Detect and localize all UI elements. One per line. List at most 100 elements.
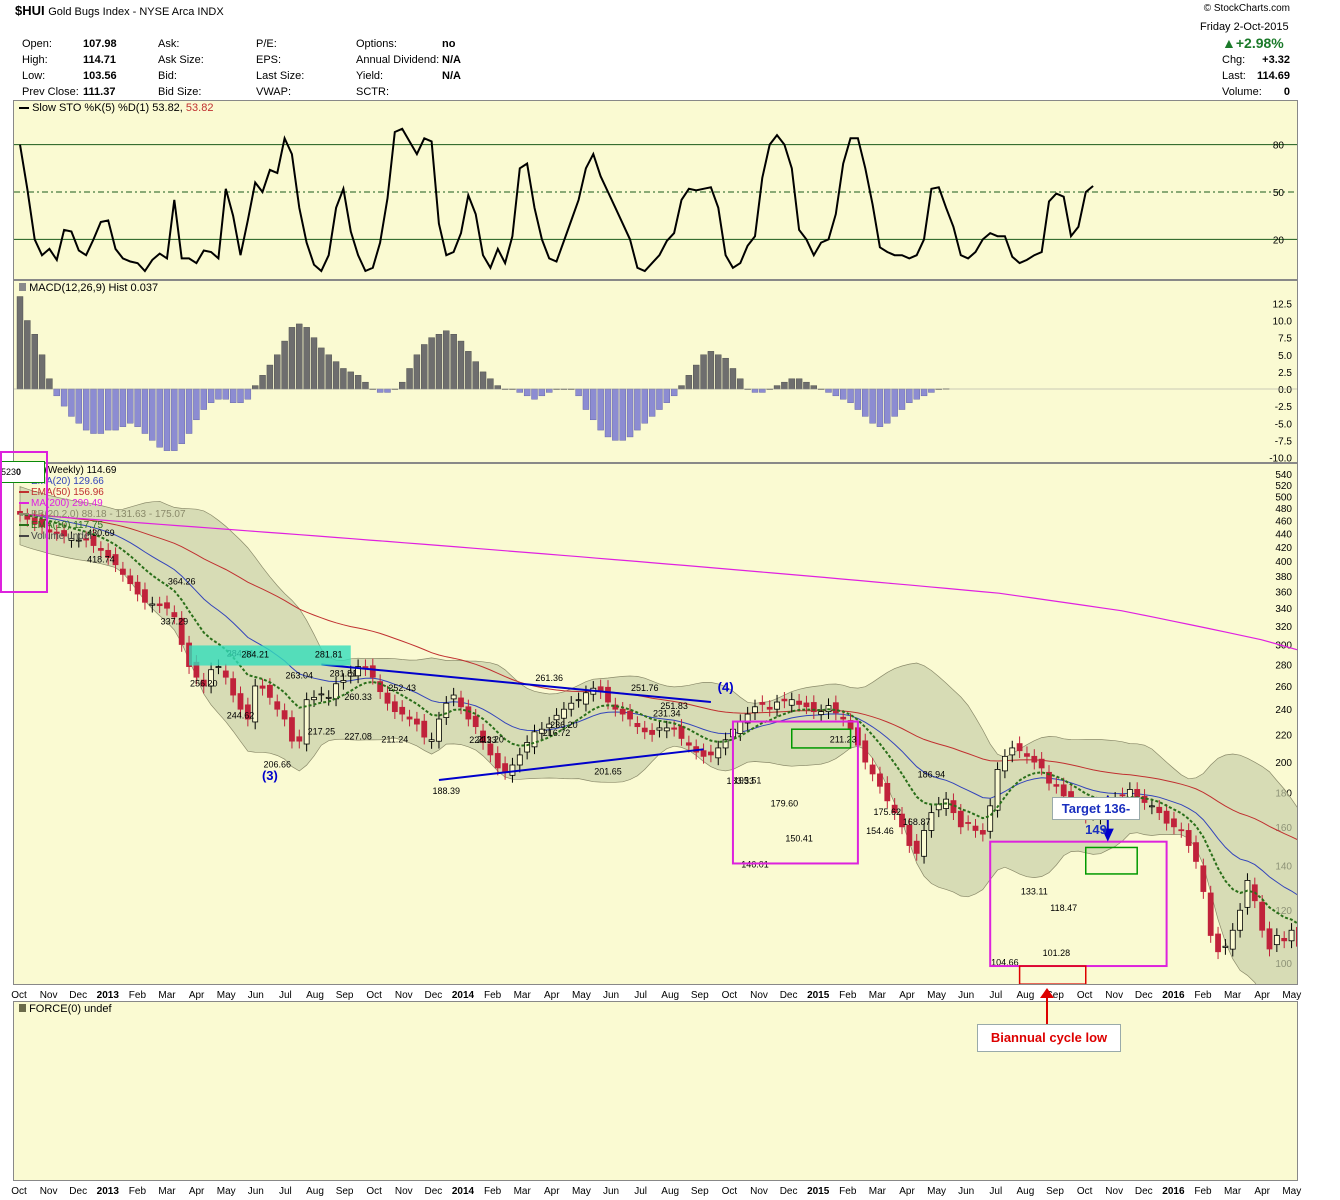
- quote-label: Prev Close:: [22, 86, 79, 98]
- candle-body: [531, 731, 538, 748]
- macd-hist-bar: [575, 388, 582, 397]
- x-tick-label: Oct: [1077, 1186, 1093, 1197]
- quote-label: VWAP:: [256, 86, 292, 98]
- candle-body: [546, 723, 553, 729]
- macd-hist-bar: [24, 320, 31, 390]
- macd-hist-bar: [421, 344, 428, 390]
- x-tick-label: Nov: [40, 990, 58, 1001]
- y-tick-label: 5.0: [1278, 351, 1292, 362]
- candle-body: [325, 696, 332, 699]
- macd-hist-bar: [773, 385, 781, 390]
- upper-trendline: [321, 663, 711, 704]
- x-tick-label: Mar: [514, 990, 532, 1001]
- x-tick-label: Sep: [336, 990, 354, 1001]
- y-tick-label: -2.5: [1275, 402, 1293, 413]
- y-tick-label: 420: [1275, 543, 1292, 554]
- macd-hist-bar: [68, 388, 75, 417]
- candle-body: [605, 686, 611, 703]
- candle-body: [134, 581, 141, 595]
- wave4-label: (4): [718, 680, 734, 695]
- price-label: 133.11: [1021, 886, 1048, 896]
- quote-label: Ask:: [158, 38, 180, 50]
- candle-body: [340, 680, 347, 683]
- resistance-zone: [189, 645, 351, 666]
- candle-body: [399, 706, 406, 715]
- candle-body: [1031, 755, 1038, 763]
- candle-body: [774, 701, 780, 710]
- x-tick-label: Dec: [1135, 1186, 1153, 1197]
- quote-label: Yield:: [356, 70, 384, 82]
- candle-body: [1259, 901, 1266, 931]
- x-tick-label: Jul: [634, 1186, 647, 1197]
- y-tick-label: 50: [1273, 188, 1285, 199]
- x-tick-label: May: [927, 1186, 946, 1197]
- price-label: 186.94: [918, 770, 946, 780]
- candle-body: [347, 672, 354, 677]
- peak-box: [791, 728, 852, 749]
- ema50-line: [19, 513, 1297, 841]
- macd-hist-bar: [582, 388, 590, 410]
- candle-body: [1178, 829, 1185, 832]
- legend-label: EMA(10) 117.75: [31, 520, 104, 531]
- candle-body: [369, 665, 376, 678]
- x-tick-label: Dec: [425, 1186, 443, 1197]
- candle-body: [803, 702, 810, 708]
- candle-body: [458, 697, 464, 708]
- y-tick-label: 520: [1275, 481, 1292, 492]
- price-label: 261.36: [535, 673, 563, 683]
- candle-body: [112, 554, 119, 566]
- quote-header: $HUI Gold Bugs Index - NYSE Arca INDX © …: [0, 0, 1340, 100]
- candle-body: [90, 535, 97, 546]
- y-tick-label: 380: [1275, 572, 1292, 583]
- macd-hist-bar: [906, 388, 913, 403]
- macd-hist-bar: [795, 378, 803, 390]
- price-label: 284.21: [241, 649, 269, 659]
- macd-hist-bar: [531, 388, 538, 400]
- price-label: 201.65: [594, 767, 622, 777]
- candle-body: [1185, 830, 1192, 846]
- macd-hist-bar: [354, 375, 362, 390]
- y-tick-label: -10.0: [1269, 454, 1292, 463]
- x-tick-label: Jun: [958, 990, 974, 1001]
- candle-body: [715, 747, 722, 759]
- macd-hist-bar: [347, 371, 354, 390]
- legend-swatch-icon: [19, 524, 29, 527]
- x-tick-label: Apr: [189, 1186, 205, 1197]
- macd-hist-bar: [612, 388, 619, 441]
- y-tick-label: 12.5: [1273, 299, 1293, 310]
- macd-hist-bar: [31, 334, 38, 390]
- consolidation-box: [731, 720, 859, 865]
- macd-hist-bar: [149, 388, 156, 441]
- candle-body: [281, 710, 288, 720]
- candle-body: [935, 803, 942, 811]
- legend-row: EMA(10) 117.75: [19, 520, 186, 531]
- candle-body: [1193, 842, 1199, 862]
- force-legend-text: FORCE(0) undef: [29, 1003, 112, 1015]
- macd-hist-bar: [229, 388, 237, 403]
- macd-hist-bar: [90, 388, 97, 434]
- candle-body: [678, 725, 685, 739]
- candle-body: [436, 718, 442, 742]
- macd-chart: 12.5 10.0 7.5 5.0 2.5 0.0 -2.5 -5.0 -7.5 -10.0: [14, 296, 1297, 463]
- candle-body: [289, 717, 295, 742]
- x-tick-label: Aug: [661, 1186, 679, 1197]
- legend-label: Volume undef: [31, 531, 93, 542]
- quote-value: 114.69: [1256, 70, 1290, 82]
- candle-body: [1288, 929, 1295, 942]
- macd-hist-bar: [281, 340, 288, 390]
- price-label: 430.69: [87, 528, 115, 538]
- candle-body: [105, 549, 112, 558]
- macd-hist-bar: [413, 354, 421, 390]
- candle-body: [781, 698, 788, 702]
- quote-label: High:: [22, 54, 48, 66]
- x-tick-label: Nov: [395, 1186, 413, 1197]
- candle-body: [1296, 926, 1297, 947]
- y-tick-label: 2.5: [1278, 368, 1292, 379]
- candle-body: [1038, 758, 1045, 769]
- x-tick-label: Sep: [336, 1186, 354, 1197]
- candle-body: [171, 612, 178, 618]
- price-panel: 540 520 500 480 460 440 420 400 380 360 340 320 300 2…: [13, 463, 1298, 985]
- price-label: 281.81: [330, 668, 358, 678]
- x-tick-label: Sep: [1046, 1186, 1064, 1197]
- x-tick-label: May: [572, 990, 591, 1001]
